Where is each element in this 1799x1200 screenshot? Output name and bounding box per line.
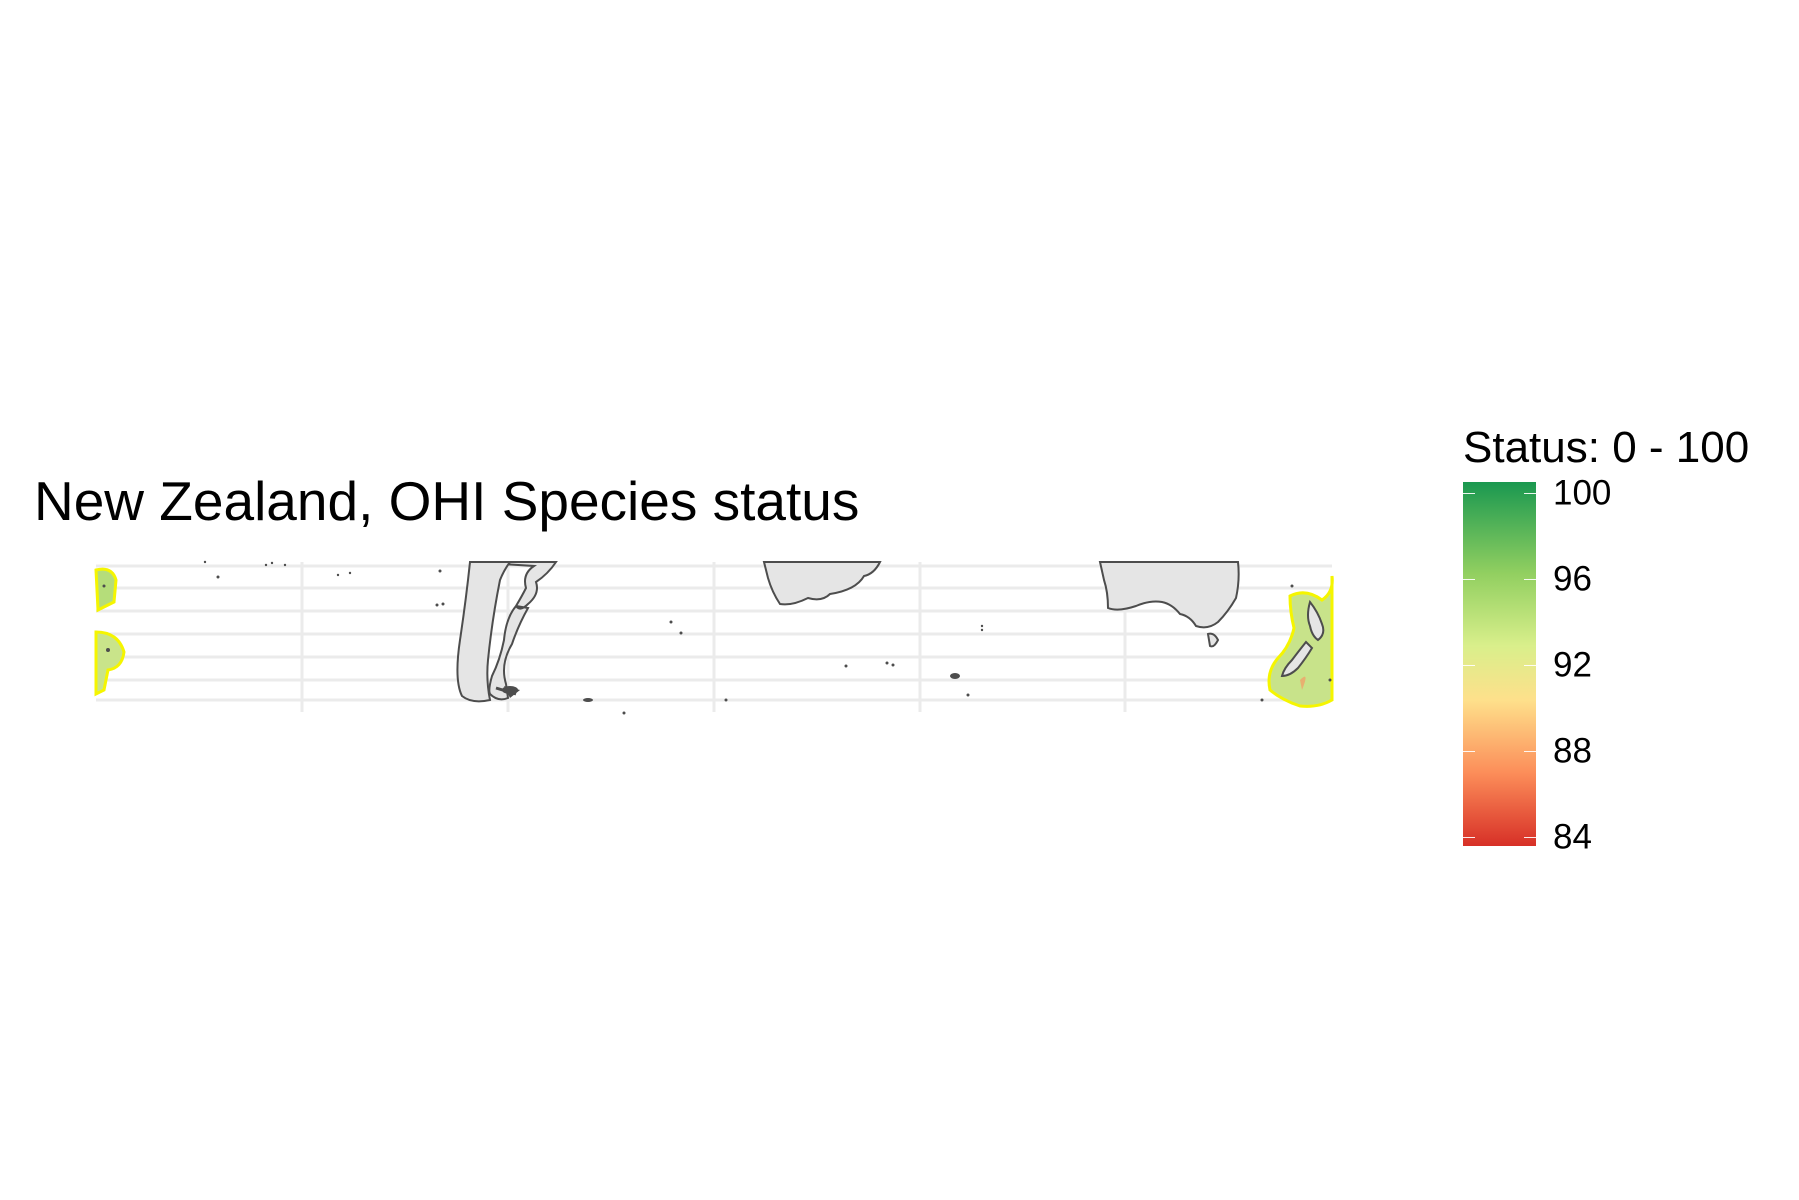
map-title: New Zealand, OHI Species status <box>34 470 860 532</box>
nz-eez-region-east <box>1267 575 1334 708</box>
legend-tick <box>1463 493 1475 494</box>
legend-title: Status: 0 - 100 <box>1463 423 1750 472</box>
legend-tick-label: 92 <box>1553 645 1592 685</box>
legend-tick-label: 84 <box>1553 817 1592 857</box>
nz-south-island <box>1280 640 1314 678</box>
legend-tick <box>1524 837 1536 838</box>
small-islands <box>203 560 1332 715</box>
legend-tick-label: 100 <box>1553 473 1612 513</box>
nz-eez-region-west <box>94 567 126 697</box>
legend-tick-label: 96 <box>1553 559 1592 599</box>
legend-tick <box>1463 837 1475 838</box>
africa-landmass <box>762 561 882 606</box>
legend-colorbar <box>1463 482 1536 846</box>
legend-tick <box>1524 751 1536 752</box>
australia-landmass <box>1098 561 1240 629</box>
legend-tick <box>1463 751 1475 752</box>
legend-tick <box>1463 665 1475 666</box>
legend-tick <box>1524 579 1536 580</box>
map-gridlines <box>96 562 1332 712</box>
legend-tick-label: 88 <box>1553 731 1592 771</box>
legend-tick <box>1524 665 1536 666</box>
legend-tick <box>1463 579 1475 580</box>
legend-tick <box>1524 493 1536 494</box>
nz-north-island <box>1307 599 1325 642</box>
south-america-landmass <box>469 561 558 701</box>
